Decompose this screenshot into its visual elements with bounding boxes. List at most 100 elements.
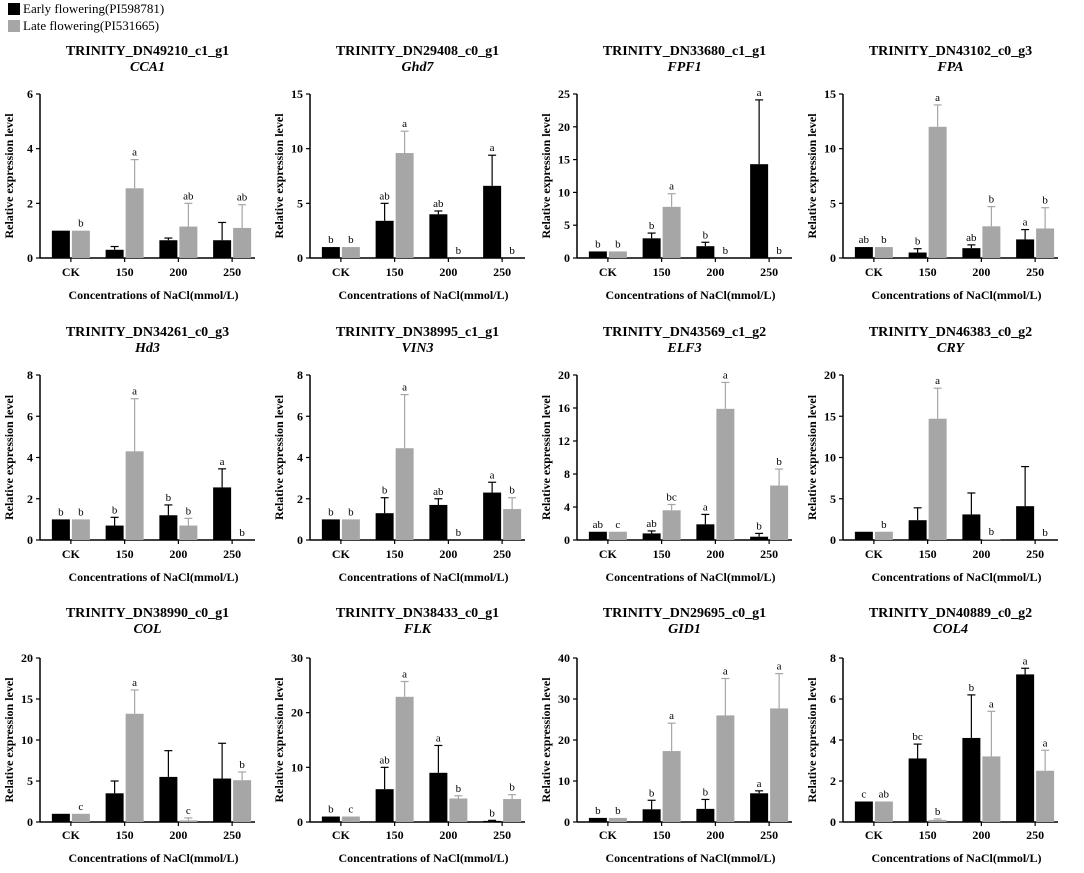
bar-early bbox=[1016, 674, 1035, 822]
bar-late bbox=[662, 751, 681, 822]
bar-early bbox=[51, 813, 70, 822]
significance-letter: bc bbox=[666, 492, 677, 504]
significance-letter: ab bbox=[379, 754, 390, 766]
y-tick-label: 2 bbox=[297, 492, 303, 506]
bar-early bbox=[962, 248, 981, 258]
y-tick-label: 2 bbox=[27, 492, 33, 506]
significance-letter: b bbox=[166, 492, 172, 504]
y-tick-label: 30 bbox=[291, 651, 303, 665]
bar-late bbox=[125, 713, 144, 822]
bar-early bbox=[588, 531, 607, 540]
significance-letter: a bbox=[723, 369, 728, 381]
significance-letter: c bbox=[615, 519, 620, 531]
chart-title: TRINITY_DN29695_c0_g1 bbox=[603, 606, 766, 621]
significance-letter: a bbox=[220, 456, 225, 468]
bar-early bbox=[105, 249, 124, 258]
significance-letter: a bbox=[1023, 217, 1028, 229]
significance-letter: ab bbox=[879, 789, 890, 801]
bar-late bbox=[503, 509, 522, 540]
y-tick-label: 0 bbox=[27, 815, 33, 829]
y-tick-label: 15 bbox=[824, 409, 836, 423]
significance-letter: ab bbox=[237, 192, 248, 204]
y-tick-label: 10 bbox=[21, 733, 33, 747]
y-tick-label: 8 bbox=[564, 467, 570, 481]
significance-letter: b bbox=[989, 194, 995, 206]
legend-item-early: Early flowering(PI598781) bbox=[8, 0, 164, 17]
chart-gene-name: CRY bbox=[937, 341, 965, 356]
bar-late bbox=[928, 819, 947, 822]
significance-letter: a bbox=[757, 778, 762, 790]
bar-late bbox=[395, 696, 414, 822]
y-tick-label: 0 bbox=[564, 533, 570, 547]
significance-letter: b bbox=[1042, 527, 1048, 539]
chart-gene-name: COL bbox=[134, 622, 162, 637]
chart-title: TRINITY_DN43569_c1_g2 bbox=[603, 325, 766, 340]
significance-letter: b bbox=[348, 506, 354, 518]
significance-letter: a bbox=[669, 181, 674, 193]
bar-early bbox=[105, 525, 124, 540]
y-tick-label: 10 bbox=[558, 185, 570, 199]
bar-late bbox=[716, 408, 735, 540]
significance-letter: c bbox=[186, 805, 191, 817]
x-axis-label: Concentrations of NaCl(mmol/L) bbox=[339, 570, 509, 584]
y-tick-label: 12 bbox=[558, 434, 570, 448]
chart-gene-name: FPA bbox=[936, 60, 963, 75]
bar-late bbox=[662, 206, 681, 258]
bar-late bbox=[125, 451, 144, 540]
y-axis-label: Relative expression level bbox=[2, 677, 16, 803]
y-tick-label: 15 bbox=[824, 87, 836, 101]
bar-early bbox=[321, 816, 340, 822]
significance-letter: b bbox=[186, 505, 192, 517]
y-tick-label: 4 bbox=[297, 451, 303, 465]
y-tick-label: 0 bbox=[564, 251, 570, 265]
significance-letter: c bbox=[78, 801, 83, 813]
x-tick-label: 200 bbox=[169, 265, 187, 279]
significance-letter: a bbox=[723, 666, 728, 678]
significance-letter: b bbox=[915, 236, 921, 248]
x-tick-label: 200 bbox=[972, 547, 990, 561]
bar-late bbox=[71, 230, 90, 258]
bar-late bbox=[341, 247, 360, 258]
y-axis-label: Relative expression level bbox=[539, 677, 553, 803]
y-tick-label: 5 bbox=[27, 774, 33, 788]
y-tick-label: 30 bbox=[558, 692, 570, 706]
significance-letter: b bbox=[989, 526, 995, 538]
significance-letter: b bbox=[881, 234, 887, 246]
chart-gene-name: Ghd7 bbox=[402, 60, 435, 75]
y-tick-label: 0 bbox=[297, 815, 303, 829]
significance-letter: a bbox=[402, 669, 407, 681]
chart-title: TRINITY_DN38433_c0_g1 bbox=[336, 606, 499, 621]
bar-late bbox=[982, 539, 1001, 540]
bar-early bbox=[750, 536, 769, 540]
bar-early bbox=[854, 247, 873, 258]
y-tick-label: 10 bbox=[824, 142, 836, 156]
x-tick-label: 200 bbox=[439, 828, 457, 842]
bar-late bbox=[1036, 770, 1055, 822]
chart-title: TRINITY_DN46383_c0_g2 bbox=[869, 325, 1032, 340]
significance-letter: ab bbox=[593, 519, 604, 531]
significance-letter: b bbox=[595, 805, 601, 817]
significance-letter: b bbox=[78, 218, 84, 230]
y-tick-label: 4 bbox=[27, 142, 33, 156]
bar-early bbox=[375, 789, 394, 822]
significance-letter: c bbox=[861, 789, 866, 801]
bar-early bbox=[321, 519, 340, 540]
y-tick-label: 5 bbox=[830, 196, 836, 210]
bar-early bbox=[429, 772, 448, 822]
x-tick-label: 150 bbox=[919, 828, 937, 842]
y-tick-label: 0 bbox=[297, 251, 303, 265]
significance-letter: a bbox=[402, 382, 407, 394]
significance-letter: b bbox=[969, 682, 975, 694]
bar-late bbox=[874, 247, 893, 258]
y-tick-label: 20 bbox=[824, 368, 836, 382]
x-tick-label: 150 bbox=[116, 265, 134, 279]
significance-letter: a bbox=[703, 501, 708, 513]
bar-late bbox=[982, 756, 1001, 822]
bar-late bbox=[928, 418, 947, 540]
x-tick-label: 150 bbox=[919, 265, 937, 279]
bar-late bbox=[179, 226, 198, 258]
y-axis-label: Relative expression level bbox=[2, 113, 16, 239]
